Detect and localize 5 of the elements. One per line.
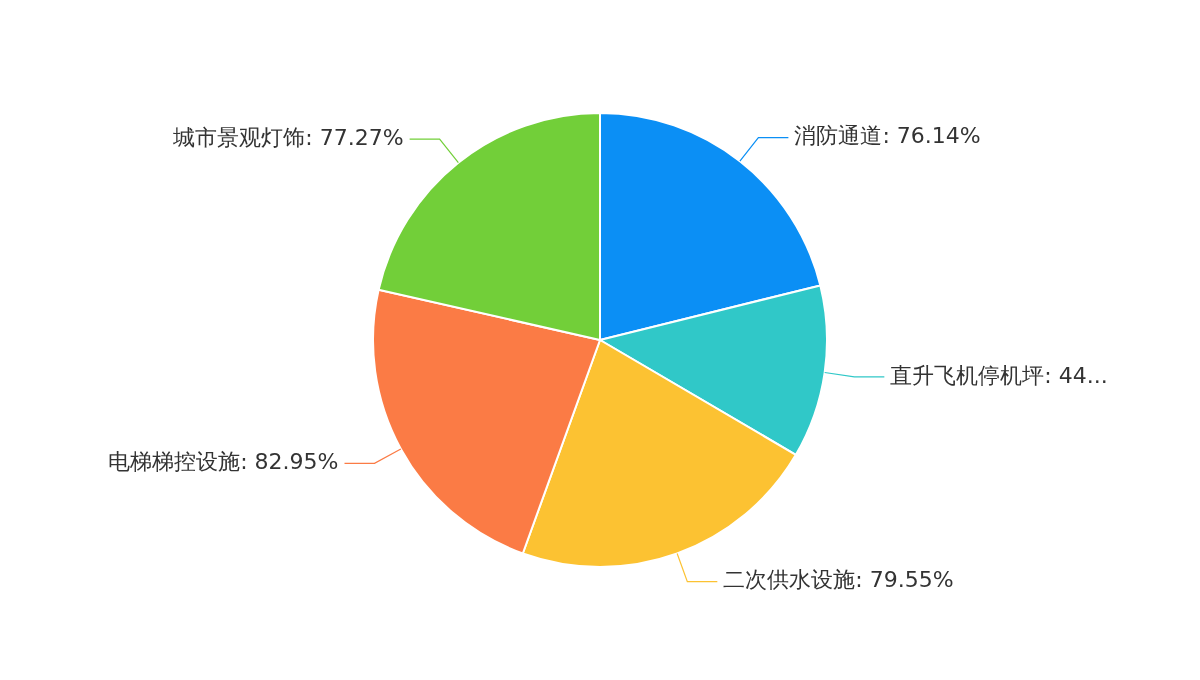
slice-label: 二次供水设施: 79.55% xyxy=(723,567,954,593)
slice-label: 城市景观灯饰: 77.27% xyxy=(172,124,404,150)
slice-label: 消防通道: 76.14% xyxy=(794,123,981,149)
slice-label: 电梯梯控设施: 82.95% xyxy=(108,449,339,475)
slice-label: 直升飞机停机坪: 44... xyxy=(890,362,1108,388)
